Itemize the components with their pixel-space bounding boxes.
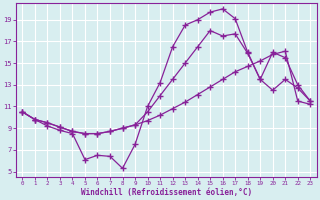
X-axis label: Windchill (Refroidissement éolien,°C): Windchill (Refroidissement éolien,°C) bbox=[81, 188, 252, 197]
